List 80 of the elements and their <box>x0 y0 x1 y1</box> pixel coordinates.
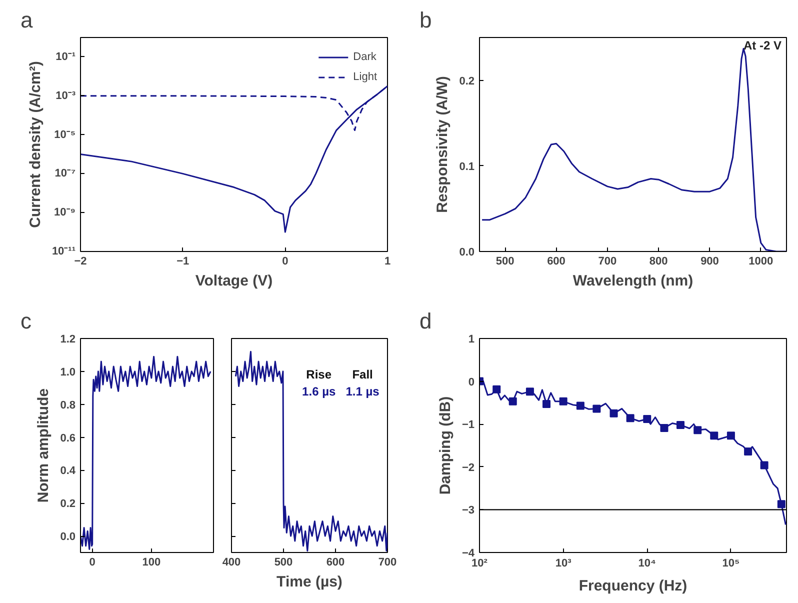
y-tick-label: 1.2 <box>60 334 76 346</box>
y-tick-label: 0.2 <box>60 498 76 510</box>
annotation: At -2 V <box>744 38 782 52</box>
x-axis-title: Wavelength (nm) <box>572 272 694 290</box>
x-tick-label: 600 <box>547 256 566 268</box>
x-tick-label: 700 <box>598 256 617 268</box>
legend-label: Light <box>353 71 377 83</box>
y-tick-label: 10⁻⁷ <box>54 168 76 180</box>
x-tick-label: 1 <box>384 256 391 268</box>
x-axis-title: Voltage (V) <box>195 272 273 290</box>
point <box>610 409 618 418</box>
x-axis-title: Time (µs) <box>276 574 342 590</box>
y-axis-title: Current density (A/cm²) <box>26 61 44 228</box>
y-tick-label: −4 <box>462 548 476 560</box>
annotation: Rise <box>306 367 332 382</box>
x-tick-label: 100 <box>142 556 161 568</box>
point <box>676 420 684 429</box>
x-tick-label: 10⁴ <box>638 558 656 570</box>
y-tick-label: 10⁻¹¹ <box>52 246 76 258</box>
y-tick-label: 0.0 <box>459 246 475 258</box>
y-tick-label: 10⁻⁵ <box>54 128 76 141</box>
x-tick-label: 600 <box>326 556 345 568</box>
x-tick-label: 700 <box>378 556 397 568</box>
x-tick-label: 10² <box>472 558 488 570</box>
y-tick-label: 0.2 <box>459 75 475 88</box>
x-tick-label: 1000 <box>748 256 774 268</box>
point <box>726 432 735 440</box>
point <box>542 400 550 408</box>
chart-title: d <box>420 308 432 334</box>
x-tick-label: 500 <box>274 556 293 568</box>
point <box>744 447 752 456</box>
y-tick-label: 0.4 <box>60 465 76 478</box>
chart-title: b <box>420 8 432 32</box>
y-tick-label: −2 <box>462 462 475 474</box>
point <box>777 500 786 508</box>
x-tick-label: 900 <box>700 256 719 268</box>
annotation: 1.1 µs <box>346 384 380 398</box>
x-tick-label: 10⁵ <box>722 558 740 570</box>
y-tick-label: 0 <box>468 376 475 388</box>
x-tick-label: 500 <box>496 256 514 268</box>
point <box>508 397 517 406</box>
point <box>492 385 501 394</box>
y-tick-label: −3 <box>462 504 475 517</box>
y-tick-label: 0.1 <box>459 160 475 173</box>
y-tick-label: 0.6 <box>60 432 76 444</box>
x-tick-label: 400 <box>222 556 241 568</box>
y-tick-label: 10⁻⁹ <box>54 206 76 219</box>
line-series <box>80 356 212 550</box>
x-tick-label: −1 <box>176 256 190 268</box>
y-tick-label: 10⁻¹ <box>56 50 76 63</box>
chart-title: a <box>20 8 34 32</box>
x-tick-label: 800 <box>649 256 668 268</box>
y-tick-label: 1 <box>468 334 475 346</box>
y-tick-label: 1.0 <box>60 366 76 378</box>
point <box>576 402 584 410</box>
x-axis-title: Frequency (Hz) <box>578 578 688 594</box>
y-axis-title: Damping (dB) <box>436 396 454 495</box>
point <box>559 397 568 406</box>
y-axis-title: Responsivity (A/W) <box>434 76 452 213</box>
annotation: Fall <box>352 367 373 382</box>
y-tick-label: −1 <box>462 419 475 432</box>
x-tick-label: 0 <box>89 556 96 568</box>
point <box>643 414 652 423</box>
point <box>710 432 718 440</box>
legend-label: Dark <box>353 51 376 63</box>
annotation: 1.6 µs <box>302 384 336 398</box>
x-tick-label: 10³ <box>555 558 572 570</box>
y-tick-label: 0.8 <box>60 399 76 412</box>
x-tick-label: 0 <box>282 256 288 268</box>
point <box>760 461 768 470</box>
chart-title: c <box>20 308 32 334</box>
point <box>694 426 702 434</box>
point <box>660 424 668 432</box>
y-tick-label: 0.0 <box>60 531 76 544</box>
y-tick-label: 10⁻³ <box>56 90 76 102</box>
point <box>592 404 601 413</box>
x-tick-label: −2 <box>74 256 87 268</box>
point <box>626 414 634 422</box>
y-axis-title: Norm amplitude <box>35 388 52 503</box>
point <box>526 388 534 396</box>
